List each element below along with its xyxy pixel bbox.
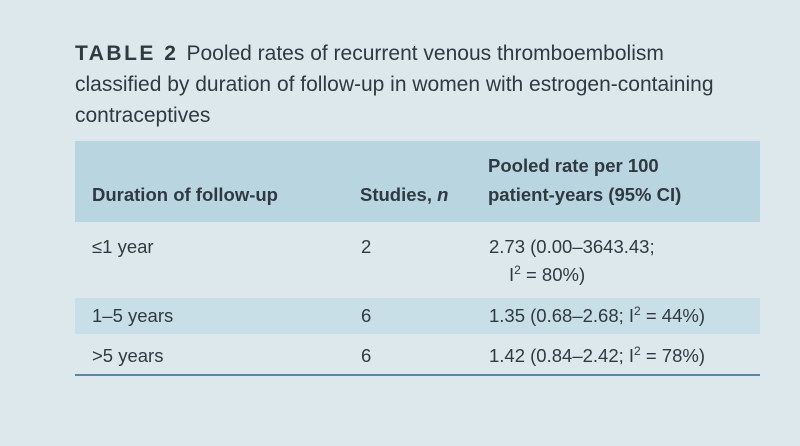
header-rate-line2: patient-years (95% CI) — [488, 184, 682, 205]
cell-pooled-rate: 1.42 (0.84–2.42; I2 = 78%) — [489, 344, 705, 366]
table-row: >5 years 6 1.42 (0.84–2.42; I2 = 78%) — [75, 334, 760, 375]
header-studies: Studies, n — [360, 184, 449, 205]
cell-duration: >5 years — [92, 345, 164, 366]
header-rate-line1: Pooled rate per 100 — [488, 155, 659, 176]
cell-studies: 6 — [361, 305, 372, 326]
table-label: TABLE 2 — [75, 42, 179, 65]
table-row: 1–5 years 6 1.35 (0.68–2.68; I2 = 44%) — [75, 298, 760, 334]
data-table: Duration of follow-up Studies, n Pooled … — [75, 141, 760, 376]
header-pooled-rate: Pooled rate per 100 patient-years (95% C… — [488, 141, 760, 222]
table-row: ≤1 year 2 2.73 (0.00–3643.43; I2 = 80%) — [75, 222, 760, 298]
cell-pooled-rate: 2.73 (0.00–3643.43; I2 = 80%) — [489, 236, 655, 285]
cell-pooled-rate: 1.35 (0.68–2.68; I2 = 44%) — [489, 304, 705, 326]
cell-studies: 6 — [361, 345, 372, 366]
table-header-row: Duration of follow-up Studies, n Pooled … — [75, 141, 760, 222]
table-title: Pooled rates of recurrent venous thrombo… — [75, 42, 714, 127]
header-studies-n: n — [437, 184, 449, 205]
cell-duration: ≤1 year — [92, 236, 154, 257]
cell-studies: 2 — [361, 236, 372, 257]
table-caption: TABLE 2 Pooled rates of recurrent venous … — [75, 38, 755, 131]
header-duration: Duration of follow-up — [92, 184, 278, 205]
cell-duration: 1–5 years — [92, 305, 174, 326]
